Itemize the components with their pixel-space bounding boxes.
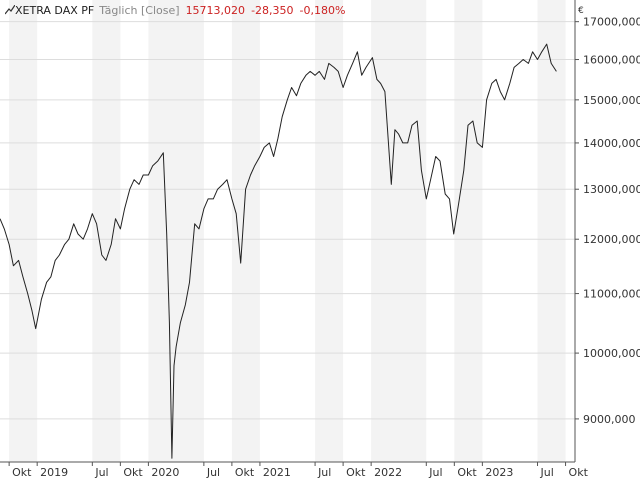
plot-area (0, 43, 557, 459)
y-tick-label: 17000,000 (583, 16, 640, 29)
axes (0, 0, 576, 463)
x-tick-label: Jul (206, 466, 220, 479)
x-tick-label: Jul (540, 466, 554, 479)
x-tick-label: Okt (12, 466, 32, 479)
interval-label: Täglich [Close] (99, 4, 180, 17)
x-tick-label: Okt (457, 466, 477, 479)
y-tick-label: 13000,000 (583, 183, 640, 196)
currency-label: € (578, 6, 584, 16)
x-tick-label: Okt (123, 466, 143, 479)
x-tick-label: 2021 (263, 466, 291, 479)
quarter-band (231, 0, 260, 462)
y-tick-label: 12000,000 (583, 233, 640, 246)
change-percent: -0,180% (299, 4, 346, 17)
x-tick-label: Okt (346, 466, 366, 479)
x-tick-label: Okt (235, 466, 255, 479)
y-axis-ticks: 9000,000 10000,000 11000,000 12000,000 13000… (575, 16, 640, 426)
change-value: -28,350 (251, 4, 294, 17)
quarter-bands (9, 0, 566, 462)
quarter-band (9, 0, 38, 462)
y-tick-label: 16000,000 (583, 54, 640, 67)
grid-lines (0, 21, 575, 420)
y-tick-label: 10000,000 (583, 347, 640, 360)
x-tick-label: 2020 (151, 466, 179, 479)
symbol-name: XETRA DAX PF (15, 4, 95, 17)
quarter-band (454, 0, 483, 462)
y-tick-label: 14000,000 (583, 137, 640, 150)
x-tick-label: Okt (569, 466, 589, 479)
quarter-band (148, 0, 204, 462)
quarter-band (537, 0, 566, 462)
x-tick-label: Jul (317, 466, 331, 479)
x-tick-label: 2022 (374, 466, 402, 479)
quarter-band (315, 0, 344, 462)
x-tick-label: 2023 (485, 466, 513, 479)
quarter-band (92, 0, 121, 462)
x-tick-label: Jul (428, 466, 442, 479)
price-line (0, 43, 557, 459)
x-axis-ticks: Okt 2019 Jul Okt 2020 Jul Okt 2021 Jul Okt 2022 Jul… (8, 462, 589, 479)
chart-header: XETRA DAX PF Täglich [Close] 15713,020 -28,… (4, 4, 346, 17)
x-tick-label: 2019 (40, 466, 68, 479)
x-tick-label: Jul (94, 466, 108, 479)
y-tick-label: 9000,000 (583, 413, 636, 426)
line-chart-icon (4, 4, 16, 17)
last-value: 15713,020 (185, 4, 246, 17)
y-tick-label: 11000,000 (583, 288, 640, 301)
y-tick-label: 15000,000 (583, 94, 640, 107)
quarter-band (371, 0, 427, 462)
